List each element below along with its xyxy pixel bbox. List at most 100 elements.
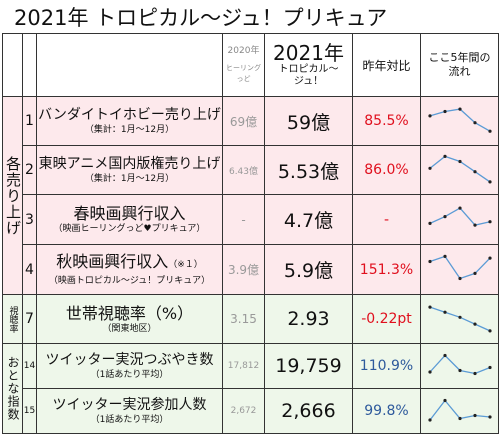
row-item-sub: （映画ヒーリングっど♥プリキュア）: [53, 224, 206, 234]
trend-point: [457, 416, 462, 421]
trend-point: [472, 322, 477, 326]
trend-point: [442, 254, 447, 258]
trend-point: [442, 353, 447, 358]
row-no: 2: [22, 145, 37, 195]
row-ratio: 110.9%: [352, 343, 421, 389]
trend-sparkline: [427, 353, 492, 376]
row-item: 世帯視聴率（%） （関東地区）: [36, 294, 223, 344]
trend-point: [487, 329, 492, 333]
trend-sparkline: [427, 254, 492, 280]
row-item-label: ツイッター実況参加人数: [52, 396, 207, 413]
row-item-label: 春映画興行収入: [73, 204, 186, 223]
row-item-sub: （関東地区）: [102, 323, 157, 334]
header-prev-year: 2020年 ヒーリングっど: [222, 33, 265, 97]
category-otona: おとな指数: [2, 343, 23, 434]
trend-point: [472, 413, 477, 418]
row-prev: 3.15: [222, 294, 265, 344]
row-trend: [420, 343, 499, 389]
row-ratio: 86.0%: [352, 145, 421, 195]
row-no: 7: [22, 294, 37, 344]
trend-line: [429, 306, 490, 332]
header-corner: [2, 33, 23, 97]
category-sales: 各売り上げ: [2, 96, 23, 295]
trend-point: [427, 259, 432, 263]
trend-sparkline: [427, 398, 492, 422]
header-item: [36, 33, 223, 97]
row-item-label: 東映アニメ国内版権売り上げ: [38, 155, 221, 172]
row-item: ツイッター実況参加人数 （1話あたり平均）: [36, 388, 223, 434]
trend-point: [442, 109, 447, 114]
row-item: ツイッター実況つぶやき数 （1話あたり平均）: [36, 343, 223, 389]
trend-point: [457, 206, 462, 210]
trend-sparkline: [427, 154, 492, 184]
trend-sparkline: [427, 206, 492, 227]
row-trend: [420, 388, 499, 434]
category-rating-label: 視聴率: [7, 305, 18, 333]
row-no: 4: [22, 244, 37, 295]
row-item-label: ツイッター実況つぶやき数: [45, 351, 214, 368]
header-prev-year-label: 2020年: [227, 45, 260, 56]
trend-point: [442, 214, 447, 218]
row-item-sub: （集計：1月〜12月）: [84, 124, 175, 135]
trend-point: [487, 129, 492, 133]
row-prev: 6.43億: [222, 145, 265, 195]
row-cur: 4.7億: [264, 194, 353, 245]
row-cur: 2.93: [264, 294, 353, 344]
table-row: 15 ツイッター実況参加人数 （1話あたり平均） 2,672 2,666 99.8…: [3, 388, 499, 434]
trend-point: [487, 365, 492, 370]
trend-point: [487, 219, 492, 223]
header-trend: ここ5年間の 流れ: [420, 33, 499, 97]
row-item-sub: （映画トロピカル〜ジュ！プリキュア）: [48, 276, 211, 286]
header-cur-year: 2021年 トロピカル〜 ジュ！: [264, 33, 353, 97]
row-ratio: -: [352, 194, 421, 245]
table-row: 視聴率 7 世帯視聴率（%） （関東地区） 3.15 2.93 -0.22pt: [2, 294, 499, 344]
trend-point: [427, 166, 432, 170]
trend-point: [427, 370, 432, 374]
row-cur: 19,759: [264, 343, 353, 389]
category-rating: 視聴率: [2, 294, 23, 344]
row-item: 春映画興行収入 （映画ヒーリングっど♥プリキュア）: [36, 194, 223, 245]
table-row: 2 東映アニメ国内版権売り上げ （集計：1月〜12月） 6.43億 5.53億 8…: [3, 145, 499, 195]
row-item-label-main: 秋映画興行収入: [56, 252, 169, 271]
header-row: 2020年 ヒーリングっど 2021年 トロピカル〜 ジュ！ 昨年対比 ここ5年…: [2, 33, 499, 97]
row-ratio: 151.3%: [352, 244, 421, 295]
trend-point: [457, 107, 462, 111]
header-trend-2: 流れ: [448, 65, 471, 78]
header-cur-year-label: 2021年: [273, 41, 344, 65]
row-item-sub: （1話あたり平均）: [90, 414, 169, 425]
trend-point: [457, 276, 462, 280]
trend-sparkline: [427, 305, 492, 333]
table-row: 各売り上げ 1 バンダイトイホビー売り上げ （集計：1月〜12月） 69億 59億…: [2, 96, 499, 295]
table-row: おとな指数 14 ツイッター実況つぶやき数 （1話あたり平均） 17,812 19…: [2, 343, 499, 434]
row-prev: 3.9億: [222, 244, 265, 295]
row-trend: [420, 294, 499, 344]
header-cur-title-2: ジュ！: [293, 76, 324, 87]
row-trend: [420, 244, 499, 295]
trend-point: [472, 121, 477, 125]
trend-point: [427, 114, 432, 118]
category-sales-label: 各売り上げ: [4, 155, 22, 236]
header-trend-1: ここ5年間の: [428, 51, 491, 64]
trend-point: [487, 256, 492, 260]
trend-point: [487, 180, 492, 184]
trend-point: [457, 315, 462, 319]
trend-point: [427, 221, 432, 225]
row-cur: 2,666: [264, 388, 353, 434]
header-no: [22, 33, 37, 97]
trend-sparkline: [427, 107, 492, 133]
row-item: 東映アニメ国内版権売り上げ （集計：1月〜12月）: [36, 145, 223, 195]
table-row: 3 春映画興行収入 （映画ヒーリングっど♥プリキュア） - 4.7億 -: [3, 194, 499, 245]
table-row: 4 秋映画興行収入（※１） （映画トロピカル〜ジュ！プリキュア） 3.9億 5.9…: [3, 244, 499, 295]
trend-point: [457, 159, 462, 164]
trend-point: [442, 310, 447, 314]
category-otona-label: おとな指数: [6, 356, 20, 421]
row-item: 秋映画興行収入（※１） （映画トロピカル〜ジュ！プリキュア）: [36, 244, 223, 295]
row-prev: 69億: [222, 96, 265, 146]
row-item-sub: （1話あたり平均）: [90, 369, 169, 380]
trend-point: [472, 170, 477, 174]
row-no: 15: [22, 388, 37, 434]
trend-line: [429, 108, 490, 132]
stats-table: 2020年 ヒーリングっど 2021年 トロピカル〜 ジュ！ 昨年対比 ここ5年…: [2, 33, 499, 434]
row-item: バンダイトイホビー売り上げ （集計：1月〜12月）: [36, 96, 223, 146]
row-ratio: -0.22pt: [352, 294, 421, 344]
